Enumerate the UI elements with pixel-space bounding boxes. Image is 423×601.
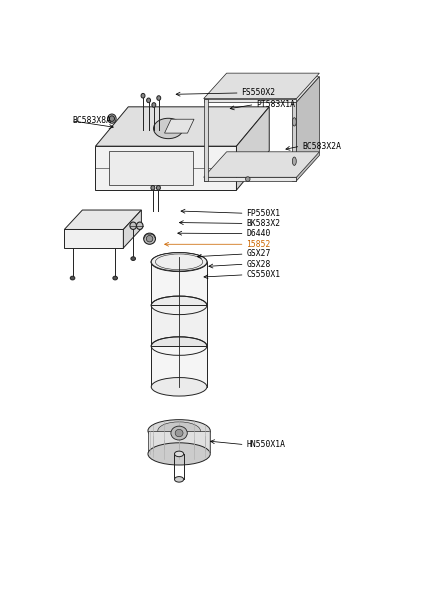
Polygon shape	[292, 102, 297, 181]
Ellipse shape	[158, 422, 201, 440]
Polygon shape	[151, 262, 207, 305]
Polygon shape	[236, 107, 269, 190]
Text: GSX27: GSX27	[246, 249, 271, 258]
Text: BC583X2A: BC583X2A	[302, 142, 341, 151]
Ellipse shape	[130, 222, 137, 230]
Text: HN550X1A: HN550X1A	[246, 440, 285, 449]
Ellipse shape	[152, 103, 156, 108]
Polygon shape	[203, 99, 208, 181]
Polygon shape	[151, 346, 207, 387]
Text: FS550X2: FS550X2	[242, 88, 275, 97]
Polygon shape	[165, 119, 194, 133]
Ellipse shape	[148, 443, 210, 465]
Ellipse shape	[113, 276, 118, 280]
Ellipse shape	[157, 96, 161, 100]
Ellipse shape	[292, 157, 296, 165]
Ellipse shape	[175, 451, 184, 457]
Text: 15852: 15852	[246, 240, 271, 249]
Ellipse shape	[151, 377, 207, 396]
Text: CS550X1: CS550X1	[246, 270, 280, 279]
Ellipse shape	[137, 222, 143, 230]
Ellipse shape	[245, 177, 250, 182]
Ellipse shape	[148, 419, 210, 442]
Ellipse shape	[131, 257, 135, 260]
Ellipse shape	[151, 252, 207, 271]
Polygon shape	[297, 77, 319, 181]
Ellipse shape	[146, 236, 153, 242]
Ellipse shape	[151, 252, 207, 271]
Text: GSX28: GSX28	[246, 260, 271, 269]
Polygon shape	[203, 152, 319, 177]
Ellipse shape	[154, 118, 183, 139]
Ellipse shape	[147, 98, 151, 103]
Text: BC583X8A: BC583X8A	[73, 116, 112, 125]
Ellipse shape	[151, 296, 207, 314]
Ellipse shape	[109, 116, 115, 121]
Ellipse shape	[144, 233, 156, 244]
Ellipse shape	[157, 186, 160, 190]
Polygon shape	[96, 107, 269, 146]
Polygon shape	[64, 230, 124, 248]
Polygon shape	[109, 151, 193, 186]
Polygon shape	[148, 431, 210, 451]
Ellipse shape	[175, 477, 184, 482]
Polygon shape	[64, 210, 141, 230]
Polygon shape	[292, 77, 319, 102]
Ellipse shape	[175, 429, 183, 437]
Polygon shape	[203, 73, 319, 99]
Text: BK583X2: BK583X2	[246, 219, 280, 228]
Ellipse shape	[107, 114, 116, 123]
Ellipse shape	[151, 337, 207, 355]
Text: D6440: D6440	[246, 229, 271, 238]
Ellipse shape	[171, 426, 187, 440]
Polygon shape	[203, 177, 297, 181]
Ellipse shape	[177, 258, 181, 262]
Polygon shape	[96, 146, 236, 190]
Ellipse shape	[292, 118, 296, 126]
Ellipse shape	[151, 186, 155, 190]
Polygon shape	[203, 99, 297, 102]
Polygon shape	[124, 210, 141, 248]
Polygon shape	[151, 305, 207, 346]
Ellipse shape	[70, 276, 75, 280]
Text: PT583X1A: PT583X1A	[256, 100, 295, 109]
Text: FP550X1: FP550X1	[246, 209, 280, 218]
Ellipse shape	[141, 93, 145, 98]
